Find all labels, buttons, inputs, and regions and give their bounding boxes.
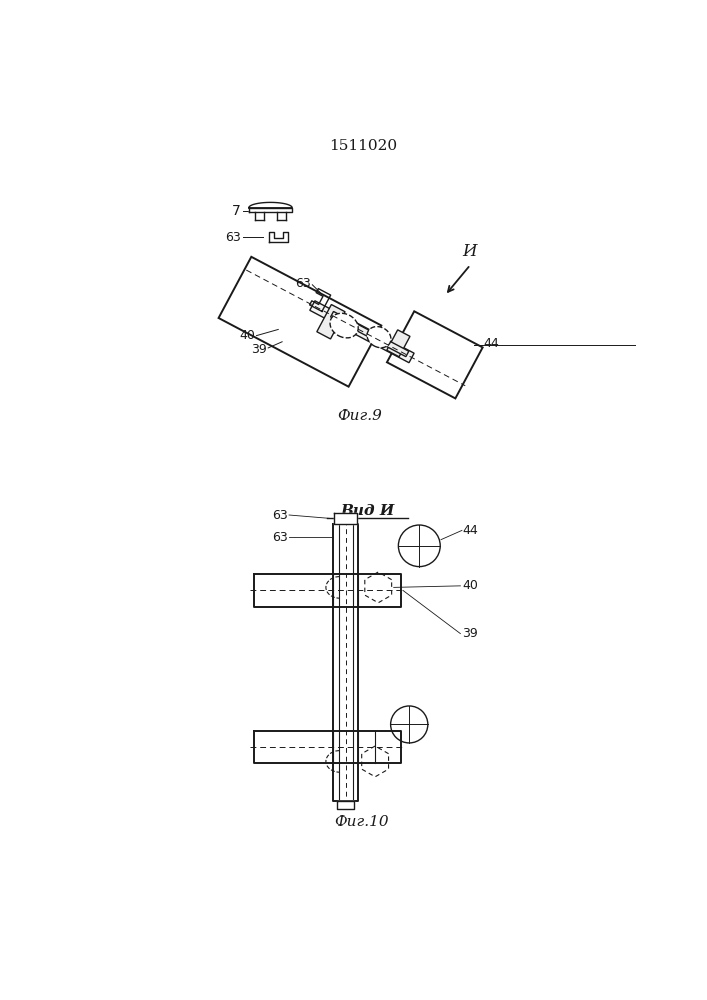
Text: 1511020: 1511020 bbox=[329, 139, 397, 153]
Polygon shape bbox=[218, 257, 381, 387]
Polygon shape bbox=[249, 208, 292, 212]
Polygon shape bbox=[249, 202, 292, 208]
Text: 63: 63 bbox=[226, 231, 241, 244]
Polygon shape bbox=[387, 330, 410, 357]
Text: 40: 40 bbox=[239, 329, 255, 342]
Polygon shape bbox=[255, 574, 402, 607]
Text: Фиг.10: Фиг.10 bbox=[334, 815, 388, 829]
Text: 39: 39 bbox=[251, 343, 267, 356]
Polygon shape bbox=[387, 311, 483, 398]
Polygon shape bbox=[334, 513, 357, 524]
Polygon shape bbox=[331, 311, 409, 357]
Text: 39: 39 bbox=[462, 627, 478, 640]
Text: 44: 44 bbox=[462, 524, 478, 537]
Ellipse shape bbox=[330, 313, 358, 338]
Text: 63: 63 bbox=[295, 277, 311, 290]
Text: 7: 7 bbox=[233, 204, 241, 218]
Text: Вид И: Вид И bbox=[340, 504, 395, 518]
Text: 44: 44 bbox=[484, 337, 499, 350]
Text: 63: 63 bbox=[271, 531, 288, 544]
Polygon shape bbox=[333, 524, 358, 801]
Text: Фиг.9: Фиг.9 bbox=[337, 409, 382, 423]
Polygon shape bbox=[337, 801, 354, 809]
Text: И: И bbox=[462, 243, 477, 260]
Ellipse shape bbox=[367, 327, 391, 348]
Polygon shape bbox=[310, 301, 414, 363]
Polygon shape bbox=[255, 731, 402, 763]
Polygon shape bbox=[317, 305, 345, 339]
Text: 40: 40 bbox=[462, 579, 478, 592]
Text: 63: 63 bbox=[271, 509, 288, 522]
